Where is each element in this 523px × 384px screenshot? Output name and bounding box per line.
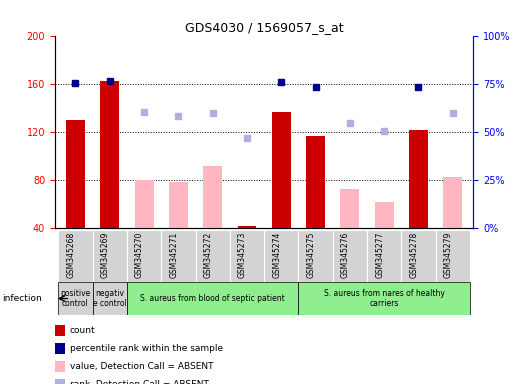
Text: infection: infection — [3, 294, 42, 303]
Bar — [299, 230, 333, 282]
Text: GSM345269: GSM345269 — [101, 232, 110, 278]
Bar — [272, 112, 291, 228]
Text: GSM345277: GSM345277 — [375, 232, 384, 278]
Bar — [161, 230, 196, 282]
Bar — [333, 230, 367, 282]
Bar — [340, 189, 359, 228]
Bar — [59, 282, 93, 315]
Text: GSM345272: GSM345272 — [203, 232, 213, 278]
Bar — [237, 226, 256, 228]
Text: GSM345276: GSM345276 — [341, 232, 350, 278]
Text: GSM345278: GSM345278 — [410, 232, 418, 278]
Text: positive
control: positive control — [60, 289, 90, 308]
Bar — [299, 282, 470, 315]
Text: rank, Detection Call = ABSENT: rank, Detection Call = ABSENT — [70, 380, 209, 384]
Text: S. aureus from blood of septic patient: S. aureus from blood of septic patient — [140, 294, 285, 303]
Bar — [100, 81, 119, 228]
Bar — [93, 282, 127, 315]
Bar — [203, 166, 222, 228]
Bar — [59, 230, 93, 282]
Bar — [55, 379, 65, 384]
Text: GSM345268: GSM345268 — [66, 232, 75, 278]
Bar — [436, 230, 470, 282]
Bar — [306, 136, 325, 228]
Bar — [444, 177, 462, 228]
Bar — [55, 343, 65, 354]
Bar — [367, 230, 401, 282]
Bar — [55, 325, 65, 336]
Text: count: count — [70, 326, 95, 335]
Bar — [93, 230, 127, 282]
Text: GSM345270: GSM345270 — [135, 232, 144, 278]
Text: GSM345273: GSM345273 — [238, 232, 247, 278]
Text: GSM345275: GSM345275 — [306, 232, 315, 278]
Bar — [127, 282, 299, 315]
Text: GSM345279: GSM345279 — [444, 232, 453, 278]
Text: GSM345274: GSM345274 — [272, 232, 281, 278]
Bar — [134, 180, 154, 228]
Bar — [169, 182, 188, 228]
Bar — [409, 130, 428, 228]
Text: GSM345271: GSM345271 — [169, 232, 178, 278]
Title: GDS4030 / 1569057_s_at: GDS4030 / 1569057_s_at — [185, 21, 344, 34]
Bar — [230, 230, 264, 282]
Text: percentile rank within the sample: percentile rank within the sample — [70, 344, 223, 353]
Text: value, Detection Call = ABSENT: value, Detection Call = ABSENT — [70, 362, 213, 371]
Bar — [127, 230, 161, 282]
Bar — [55, 361, 65, 372]
Bar — [264, 230, 299, 282]
Text: S. aureus from nares of healthy
carriers: S. aureus from nares of healthy carriers — [324, 289, 445, 308]
Text: negativ
e control: negativ e control — [93, 289, 127, 308]
Bar — [401, 230, 436, 282]
Bar — [196, 230, 230, 282]
Bar — [374, 202, 394, 228]
Bar — [66, 121, 85, 228]
